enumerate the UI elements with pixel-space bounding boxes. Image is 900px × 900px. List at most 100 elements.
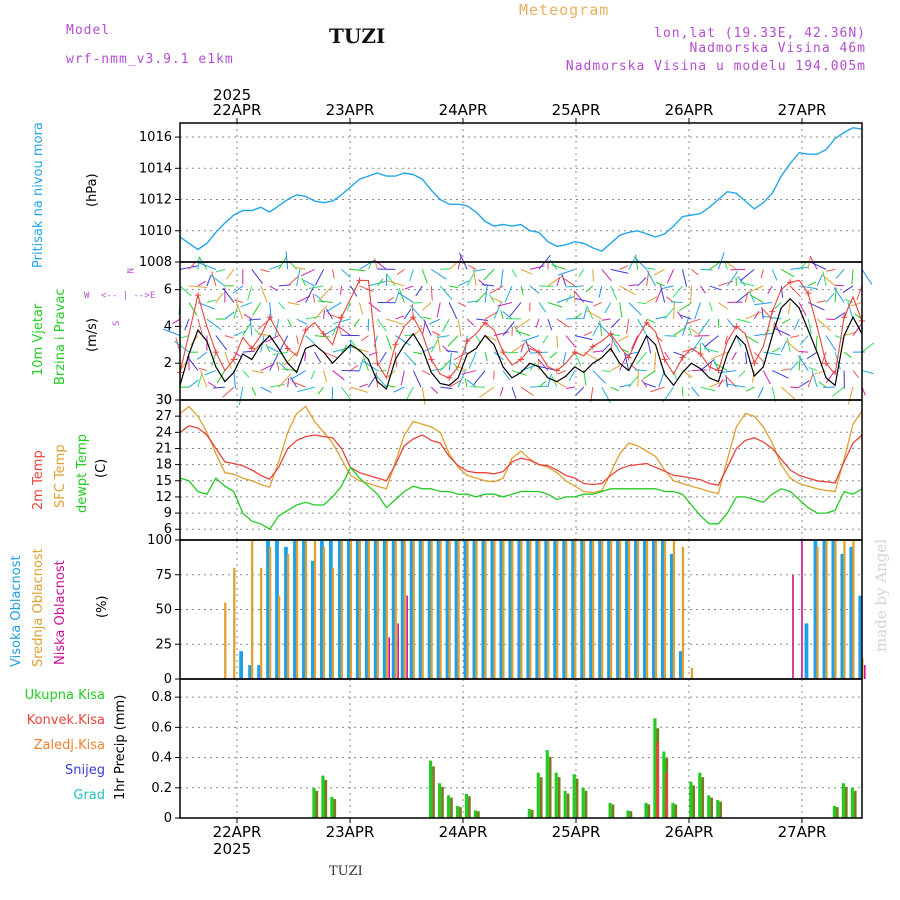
wind-arrow	[242, 322, 252, 336]
wind-arrow	[746, 386, 755, 392]
cloud-bar	[571, 540, 576, 679]
wind-arrow	[278, 256, 288, 270]
wind-arrow	[351, 346, 369, 353]
wind-arrow	[242, 370, 250, 378]
temp2m-line	[179, 425, 863, 486]
wind-arrow	[691, 386, 700, 397]
wind-arrow	[619, 356, 627, 371]
wind-arrow	[289, 370, 306, 381]
precip-total-bar	[644, 802, 648, 818]
wind-arrow	[740, 268, 755, 282]
cloud-bar	[454, 540, 459, 679]
wind-arrow	[467, 264, 477, 270]
wind-arrow	[287, 301, 300, 306]
wind-arrow	[731, 351, 737, 361]
wind-arrow	[633, 256, 647, 270]
precip-total-bar	[689, 781, 693, 818]
temp-ytick-label: 9	[164, 506, 172, 521]
cloud-bar	[574, 540, 577, 679]
wind-arrow	[713, 359, 719, 371]
precip-total-bar	[608, 802, 612, 818]
wind-arrow	[619, 383, 632, 388]
wind-arrow	[556, 277, 561, 287]
precip-ytick-label: 0.8	[151, 690, 172, 705]
wind-ylabel-1: 10m Vjetar	[31, 303, 46, 376]
wind-ytick-label: 0	[164, 393, 172, 408]
wind-arrow	[198, 262, 217, 270]
precip-mixed-bar	[647, 804, 651, 818]
wind-arrow	[798, 262, 807, 270]
wind-arrow	[423, 319, 432, 336]
cloud-ylabel-2: Srednja Oblacnost	[31, 548, 46, 667]
cloud-bar	[535, 540, 540, 679]
wind-arrow	[421, 320, 426, 336]
cloud-bar	[520, 540, 523, 679]
wind-arrow	[538, 380, 547, 388]
wind-arrow	[631, 335, 639, 350]
wind-arrow	[379, 351, 387, 363]
cloud-bar	[852, 540, 855, 679]
cloud-bar	[248, 665, 252, 679]
wind-arrow	[502, 311, 513, 320]
precip-mixed-bar	[333, 798, 337, 818]
cloud-bar	[652, 540, 656, 679]
wind-gust-marker	[284, 345, 291, 352]
cloud-bar	[654, 540, 658, 679]
wind-arrow	[575, 297, 593, 303]
wind-arrow	[301, 277, 307, 287]
wind-arrow	[448, 379, 463, 388]
wind-ytick-label: 2	[164, 356, 172, 371]
cloud-bar	[627, 540, 631, 679]
precip-legend-freezing: Zaledj.Kisa	[34, 738, 105, 753]
wind-arrow	[215, 292, 224, 303]
cloud-bar	[556, 540, 559, 679]
wind-arrow	[308, 285, 324, 290]
wind-arrow	[815, 335, 818, 351]
wind-arrow	[619, 302, 623, 318]
precip-legend-snow: Snijeg	[65, 763, 105, 778]
wind-arrow	[835, 269, 845, 279]
wind-arrow	[637, 318, 647, 336]
wind-arrow	[448, 352, 452, 371]
cloud-bar	[397, 623, 399, 679]
cloud-bar	[251, 540, 254, 679]
wind-arrow	[726, 262, 737, 270]
wind-arrow	[744, 293, 749, 303]
wind-arrow	[727, 318, 736, 329]
wind-arrow	[502, 321, 515, 336]
wind-arrow	[287, 318, 293, 328]
wind-arrow	[790, 386, 800, 389]
wind-arrow	[790, 335, 800, 338]
wind-arrow	[664, 351, 671, 360]
wind-arrow	[708, 302, 713, 312]
elevation-text: Nadmorska Visina 46m	[689, 41, 866, 56]
wind-arrow	[520, 285, 524, 295]
wind-arrow	[350, 386, 368, 393]
wind-arrow	[690, 285, 692, 304]
wind-gust-marker	[805, 290, 812, 297]
wind-arrow	[233, 351, 242, 358]
wind-arrow	[861, 370, 874, 375]
wind-arrow	[844, 298, 854, 303]
wind-arrow	[207, 381, 217, 388]
wind-arrow	[377, 278, 384, 287]
wind-arrow	[430, 285, 433, 301]
precip-mixed-bar	[629, 811, 633, 818]
precip-total-bar	[321, 775, 325, 818]
wind-arrow	[430, 268, 447, 280]
wind-arrow	[610, 268, 629, 274]
wind-arrow	[287, 378, 290, 388]
wind-arrow	[785, 339, 800, 353]
cloud-bar	[337, 540, 342, 679]
wind-arrow	[861, 342, 875, 353]
wind-arrow	[673, 301, 675, 320]
wind-arrow	[562, 352, 567, 364]
wind-arrow	[598, 285, 603, 298]
wind-arrow	[473, 370, 486, 385]
wind-arrow	[708, 361, 713, 371]
wind-arrow	[206, 318, 222, 331]
wind-arrow	[233, 330, 246, 337]
wind-arrow	[751, 370, 755, 383]
wind-arrow	[557, 370, 567, 375]
wind-arrow	[585, 285, 594, 293]
